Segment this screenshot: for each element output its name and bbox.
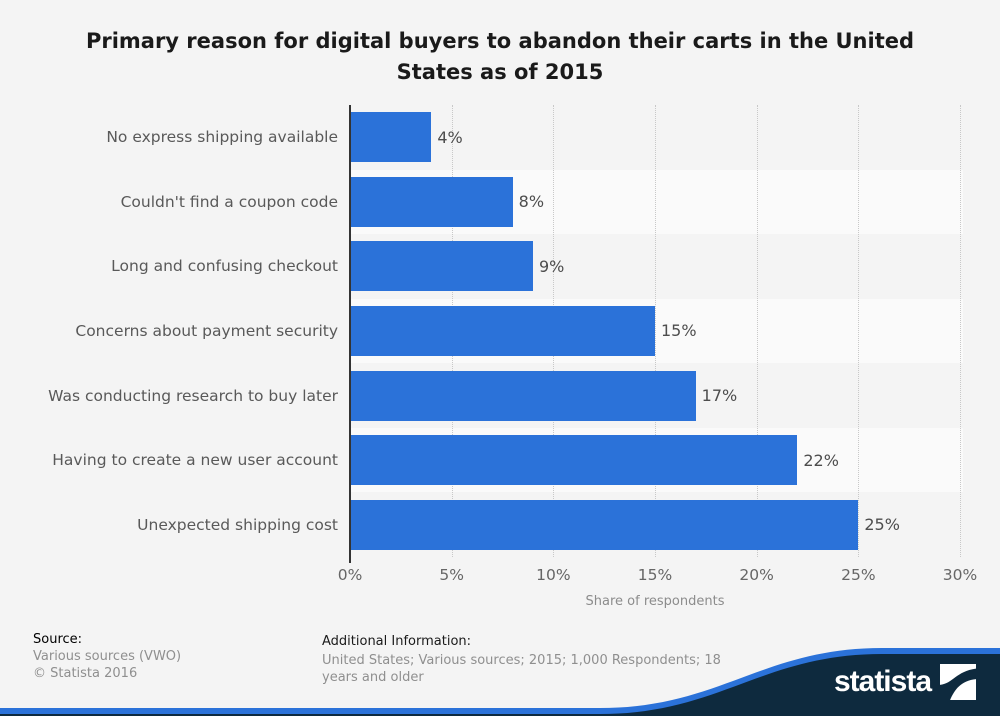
statista-logo: statista bbox=[834, 662, 976, 702]
x-tick-label: 15% bbox=[637, 566, 673, 584]
x-axis-title: Share of respondents bbox=[585, 594, 725, 609]
footer-wave-graphic bbox=[0, 648, 1000, 716]
bar-value-label: 22% bbox=[803, 450, 839, 470]
category-label: Concerns about payment security bbox=[75, 321, 338, 340]
category-label: Long and confusing checkout bbox=[111, 257, 338, 276]
bar bbox=[351, 176, 513, 227]
wave-navy-region bbox=[0, 654, 1000, 716]
category-label: Unexpected shipping cost bbox=[137, 515, 338, 534]
bar-value-label: 15% bbox=[661, 321, 697, 341]
category-label: No express shipping available bbox=[106, 128, 338, 147]
additional-info-block: Additional Information: United States; V… bbox=[322, 633, 721, 687]
chart-title-line1: Primary reason for digital buyers to aba… bbox=[85, 29, 915, 53]
bar-value-label: 8% bbox=[518, 192, 545, 212]
x-tick-label: 20% bbox=[739, 566, 774, 584]
bar-value-label: 17% bbox=[701, 386, 738, 406]
gridline bbox=[960, 105, 961, 557]
bar bbox=[351, 370, 696, 421]
additional-info-line: years and older bbox=[322, 670, 424, 685]
bar bbox=[351, 435, 798, 486]
category-label: Having to create a new user account bbox=[52, 451, 338, 470]
statista-wordmark: statista bbox=[833, 665, 932, 698]
gridline bbox=[655, 105, 656, 557]
gridline bbox=[858, 105, 860, 557]
chart-title-line2: States as of 2015 bbox=[396, 60, 604, 84]
x-tick-label: 0% bbox=[337, 566, 363, 584]
bar bbox=[351, 112, 432, 163]
additional-info-line: United States; Various sources; 2015; 1,… bbox=[322, 652, 721, 668]
y-axis-line bbox=[349, 105, 351, 563]
x-tick-label: 5% bbox=[439, 566, 464, 584]
gridline bbox=[756, 105, 758, 557]
bar bbox=[351, 499, 859, 550]
category-label: Couldn't find a coupon code bbox=[120, 192, 338, 211]
statista-logo-icon bbox=[940, 664, 976, 700]
source-label: Source: bbox=[33, 632, 83, 647]
bar bbox=[351, 306, 655, 356]
bar bbox=[351, 241, 533, 292]
x-tick-label: 10% bbox=[536, 566, 571, 584]
bar-value-label: 25% bbox=[864, 515, 900, 535]
bar-value-label: 4% bbox=[437, 127, 463, 147]
additional-info-label: Additional Information: bbox=[322, 634, 472, 649]
source-line: Various sources (VWO) bbox=[33, 649, 182, 664]
x-tick-label: 30% bbox=[942, 566, 978, 584]
bar-value-label: 9% bbox=[539, 256, 565, 276]
source-block: Source: Various sources (VWO) © Statista… bbox=[33, 631, 181, 682]
category-label: Was conducting research to buy later bbox=[48, 386, 338, 405]
copyright-line: © Statista 2016 bbox=[33, 666, 138, 681]
chart-title: Primary reason for digital buyers to aba… bbox=[50, 26, 950, 88]
x-tick-label: 25% bbox=[841, 566, 876, 584]
